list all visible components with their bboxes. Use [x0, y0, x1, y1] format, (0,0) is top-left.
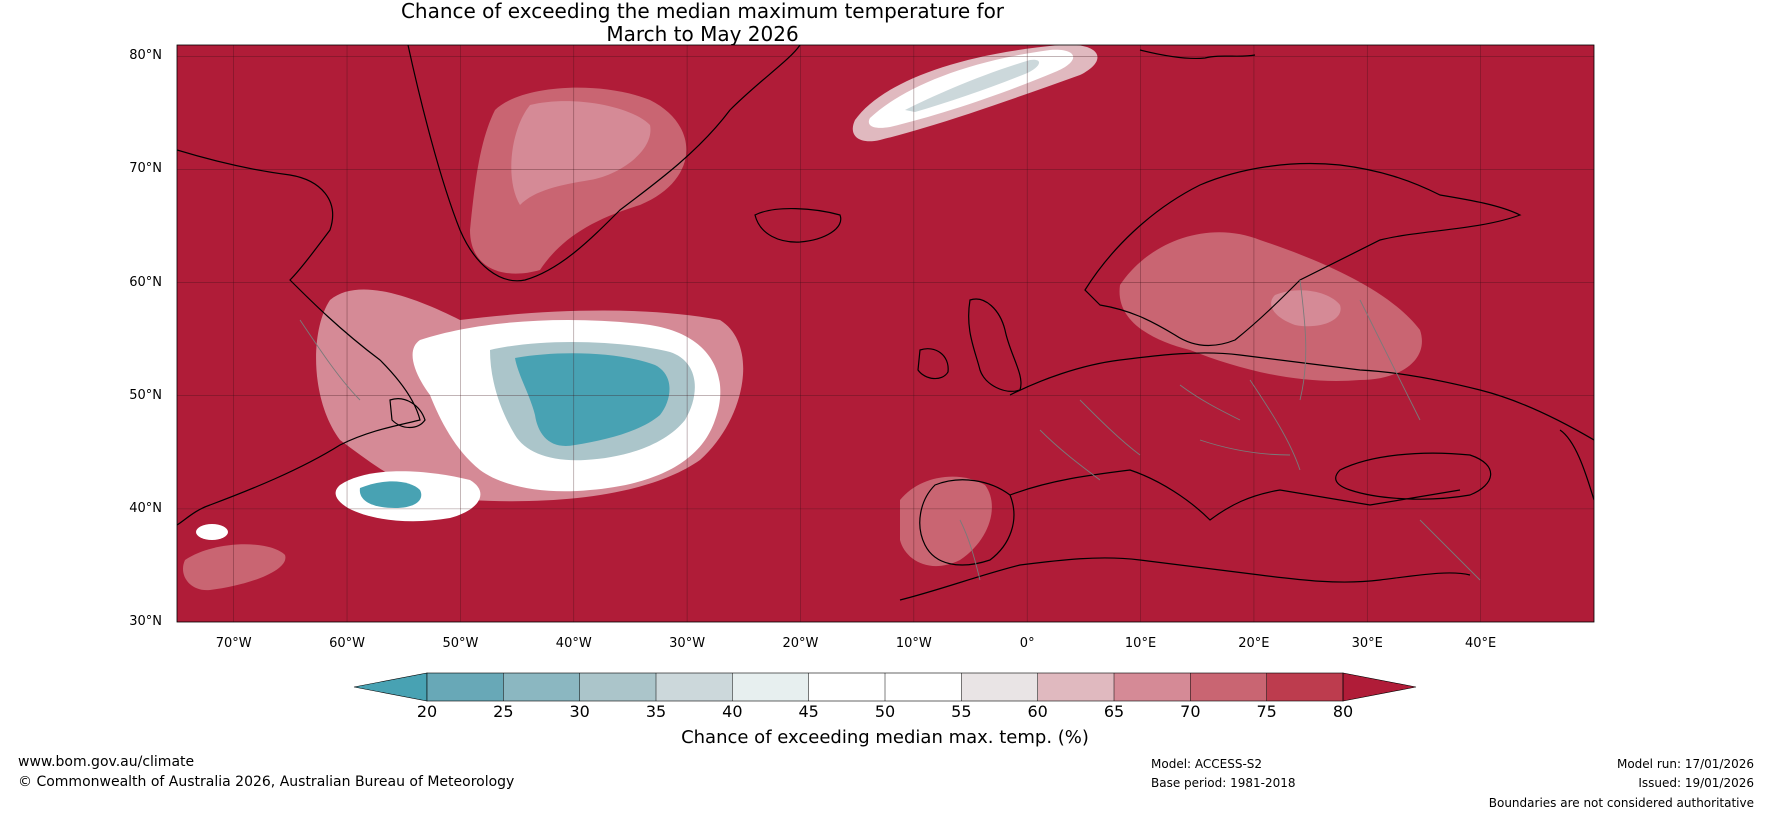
- longitude-label: 50°W: [442, 636, 479, 651]
- subtropical-anomaly: [182, 544, 286, 591]
- longitude-label: 10°E: [1124, 636, 1157, 651]
- atlantic-south-anomaly-core: [359, 481, 422, 508]
- colorbar-tick-label: 75: [1256, 702, 1277, 721]
- title-line-2: March to May 2026: [606, 22, 799, 46]
- colorbar-tick-label: 80: [1332, 702, 1354, 721]
- latitude-label: 70°N: [129, 161, 162, 177]
- europe-mainland-coast: [1009, 352, 1594, 441]
- colorbar-segment: [808, 673, 885, 701]
- colorbar-tick-label: 65: [1103, 702, 1125, 721]
- country-borders: [299, 279, 1481, 581]
- colorbar-segment: [1114, 673, 1191, 701]
- svalbard-coast: [1139, 49, 1256, 60]
- latitude-label: 50°N: [129, 387, 162, 403]
- iberia-anomaly: [900, 476, 992, 567]
- longitude-label: 20°E: [1238, 636, 1270, 651]
- longitude-label: 10°W: [895, 636, 932, 651]
- footer-url[interactable]: www.bom.gov.au/climate: [18, 754, 195, 770]
- colorbar-segment: [1266, 673, 1343, 701]
- colorbar-segment: [503, 673, 580, 701]
- latitude-label: 60°N: [129, 274, 162, 290]
- longitude-label: 0°: [1019, 636, 1035, 651]
- colorbar-segment: [579, 673, 656, 701]
- longitude-label: 20°W: [782, 636, 819, 651]
- longitude-label: 40°E: [1464, 636, 1497, 651]
- north-america-coast: [177, 149, 421, 526]
- colorbar-extend-low: [353, 672, 428, 702]
- colorbar-frame: [426, 672, 1344, 702]
- scandinavia-coast: [1084, 162, 1522, 346]
- colorbar-tick-label: 25: [493, 702, 514, 721]
- africa-north-coast: [899, 557, 1471, 601]
- footer-model: Model: ACCESS-S2: [1151, 757, 1263, 771]
- colorbar-segment: [656, 673, 733, 701]
- colorbar: [353, 672, 1417, 702]
- colorbar-tick-label: 30: [569, 702, 590, 721]
- iberia-coast: [919, 479, 1015, 566]
- footer-model-run: Model run: 17/01/2026: [1616, 757, 1754, 771]
- greenland-coast: [407, 45, 801, 282]
- footer-base-period: Base period: 1981-2018: [1151, 776, 1296, 790]
- longitude-label: 30°W: [669, 636, 706, 651]
- latitude-label: 30°N: [129, 614, 162, 629]
- iceland-coast: [754, 208, 842, 243]
- ireland-coast: [917, 348, 949, 380]
- footer-disclaimer: Boundaries are not considered authoritat…: [1488, 796, 1754, 810]
- graticule: [177, 45, 1594, 622]
- footer-issued: Issued: 19/01/2026: [1638, 776, 1754, 790]
- map-frame: [176, 44, 1595, 623]
- colorbar-segment: [1037, 673, 1114, 701]
- mediterranean-north-coast: [1009, 469, 1461, 521]
- latitude-label: 80°N: [129, 48, 162, 64]
- colorbar-label: Chance of exceeding median max. temp. (%…: [681, 727, 1089, 748]
- newfoundland-coast: [389, 398, 426, 429]
- colorbar-tick-label: 60: [1027, 702, 1048, 721]
- colorbar-tick-label: 70: [1180, 702, 1201, 721]
- chart-title: Chance of exceeding the median maximum t…: [0, 0, 1405, 46]
- longitude-label: 60°W: [329, 636, 365, 651]
- colorbar-segment: [732, 673, 809, 701]
- arctic-cool-core: [905, 59, 1040, 112]
- longitude-label: 40°W: [555, 636, 592, 651]
- colorbar-tick-label: 35: [645, 702, 667, 721]
- colorbar-tick-label: 45: [798, 702, 819, 721]
- colorbar-tick-label: 50: [874, 702, 896, 721]
- colorbar-segment: [1190, 673, 1267, 701]
- footer-copyright: © Commonwealth of Australia 2026, Austra…: [18, 774, 515, 790]
- colorbar-tick-label: 20: [416, 702, 438, 721]
- colorbar-tick-label: 40: [722, 702, 743, 721]
- atlantic-anomaly-core: [515, 353, 670, 446]
- colorbar-extend-high: [1342, 672, 1417, 702]
- greenland-anomaly-core: [511, 101, 651, 205]
- colorbar-segment: [427, 673, 504, 701]
- title-line-1: Chance of exceeding the median maximum t…: [400, 0, 1005, 23]
- colorbar-segment: [885, 673, 962, 701]
- baltic-anomaly-core: [1271, 290, 1341, 327]
- colorbar-segment: [961, 673, 1038, 701]
- colorbar-tick-label: 55: [951, 702, 972, 721]
- coastlines: [177, 45, 1594, 601]
- longitude-label: 70°W: [215, 636, 252, 651]
- latitude-label: 40°N: [129, 500, 162, 516]
- caspian-coast: [1559, 429, 1594, 501]
- black-sea-coast: [1335, 452, 1492, 500]
- longitude-label: 30°E: [1351, 636, 1383, 651]
- coastal-cool-patch: [196, 524, 228, 540]
